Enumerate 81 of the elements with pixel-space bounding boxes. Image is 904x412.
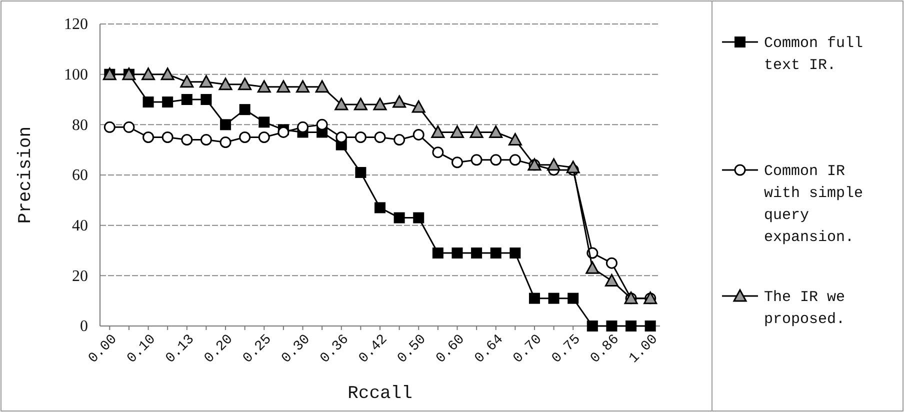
y-tick-label: 60 bbox=[72, 167, 88, 184]
point bbox=[160, 68, 174, 80]
y-axis-title: Precision bbox=[16, 126, 36, 224]
y-tick-label: 120 bbox=[64, 16, 88, 34]
point bbox=[373, 98, 387, 110]
point bbox=[471, 248, 482, 259]
y-tick-label: 40 bbox=[72, 217, 88, 234]
point bbox=[142, 96, 154, 108]
point bbox=[162, 132, 174, 143]
y-tick-label: 80 bbox=[72, 116, 88, 134]
point bbox=[470, 154, 482, 166]
point bbox=[334, 98, 348, 110]
point bbox=[200, 134, 212, 146]
point bbox=[586, 320, 598, 332]
point bbox=[547, 158, 561, 171]
point bbox=[431, 125, 445, 138]
point bbox=[297, 121, 309, 133]
legend-label: Common full text IR. bbox=[764, 35, 864, 74]
point bbox=[354, 132, 366, 143]
point bbox=[510, 248, 521, 259]
point bbox=[394, 134, 406, 146]
point bbox=[258, 116, 270, 128]
point bbox=[374, 202, 386, 214]
point bbox=[450, 125, 464, 138]
point bbox=[200, 94, 212, 105]
point bbox=[220, 136, 232, 148]
y-tick-label: 0 bbox=[80, 318, 88, 336]
point bbox=[199, 75, 213, 88]
point bbox=[180, 75, 194, 88]
point bbox=[626, 320, 637, 332]
y-tick-label: 100 bbox=[64, 66, 88, 84]
point bbox=[586, 261, 600, 274]
point bbox=[258, 132, 270, 143]
point bbox=[489, 125, 503, 138]
point bbox=[181, 134, 193, 146]
point bbox=[239, 104, 250, 116]
point bbox=[452, 248, 463, 259]
point bbox=[336, 132, 348, 143]
point bbox=[451, 156, 463, 168]
x-axis-title: Rccall bbox=[348, 384, 412, 404]
point bbox=[604, 274, 618, 286]
point bbox=[528, 292, 540, 304]
point bbox=[315, 80, 329, 93]
point bbox=[276, 80, 290, 93]
point bbox=[606, 257, 618, 269]
point bbox=[355, 166, 366, 178]
point bbox=[509, 154, 521, 166]
point bbox=[470, 125, 484, 138]
point bbox=[123, 121, 135, 133]
point bbox=[413, 212, 424, 224]
point bbox=[220, 119, 232, 130]
point bbox=[432, 248, 444, 259]
point bbox=[181, 94, 192, 105]
point bbox=[548, 292, 560, 304]
point bbox=[432, 146, 444, 158]
point bbox=[218, 78, 232, 90]
point bbox=[412, 128, 424, 140]
point bbox=[354, 98, 368, 110]
point bbox=[238, 78, 252, 90]
point bbox=[392, 95, 406, 108]
point bbox=[412, 100, 426, 113]
point bbox=[508, 133, 522, 146]
point bbox=[374, 132, 386, 143]
point bbox=[296, 80, 310, 93]
point bbox=[606, 320, 618, 332]
point bbox=[104, 121, 116, 133]
point bbox=[490, 248, 502, 259]
point bbox=[142, 68, 156, 80]
point bbox=[644, 320, 656, 332]
point bbox=[568, 292, 579, 304]
point bbox=[394, 212, 405, 224]
point bbox=[566, 160, 580, 174]
point bbox=[257, 80, 271, 93]
point bbox=[162, 96, 174, 108]
y-tick-label: 20 bbox=[72, 268, 88, 285]
legend-label: Common IR with simple query expansion. bbox=[764, 163, 864, 246]
point bbox=[490, 154, 502, 166]
point bbox=[142, 132, 154, 143]
point bbox=[316, 118, 328, 130]
legend-label: The IR we proposed. bbox=[764, 289, 846, 328]
point bbox=[239, 132, 251, 143]
